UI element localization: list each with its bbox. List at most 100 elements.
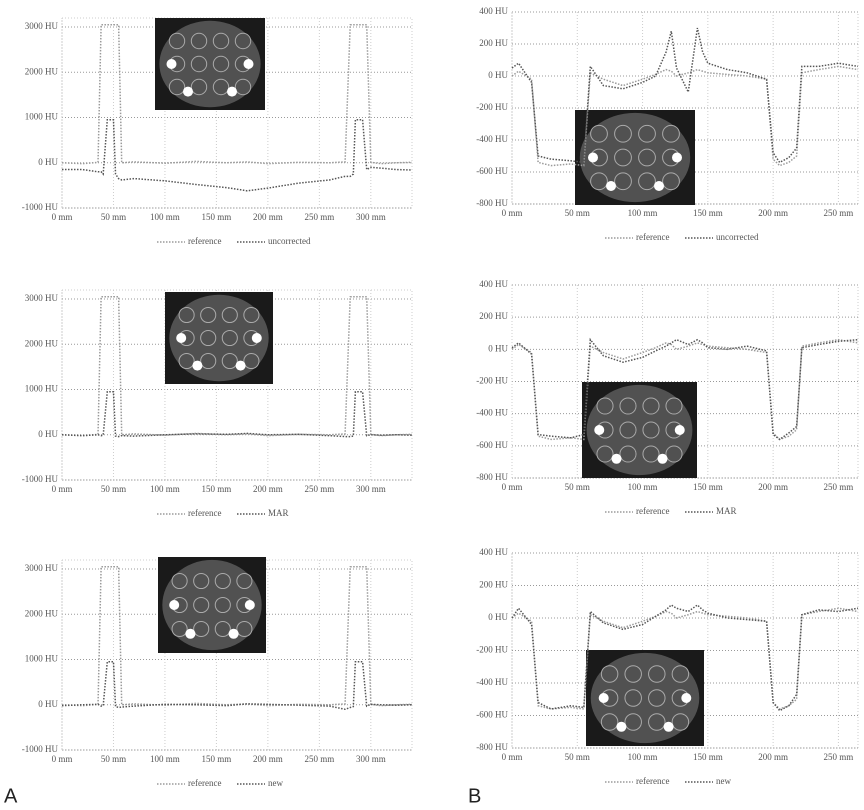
- x-tick-label: 100 mm: [628, 208, 658, 218]
- x-tick-label: 300 mm: [356, 754, 386, 764]
- y-tick-label: 1000 HU: [25, 654, 59, 664]
- y-tick-label: 0 HU: [38, 157, 58, 167]
- legend-label: reference: [636, 776, 669, 786]
- data-line: [62, 120, 412, 191]
- legend-label: reference: [188, 508, 221, 518]
- metal-insert: [252, 333, 262, 343]
- metal-insert: [616, 722, 626, 732]
- y-tick-label: 200 HU: [479, 38, 508, 48]
- x-tick-label: 100 mm: [628, 752, 658, 762]
- x-tick-label: 150 mm: [202, 484, 232, 494]
- y-tick-label: -200 HU: [476, 645, 508, 655]
- x-tick-label: 150 mm: [693, 482, 723, 492]
- x-tick-label: 100 mm: [628, 482, 658, 492]
- metal-insert: [244, 59, 254, 69]
- x-tick-label: 0 mm: [502, 208, 523, 218]
- metal-insert: [167, 59, 177, 69]
- x-tick-label: 50 mm: [565, 208, 590, 218]
- metal-insert: [664, 722, 674, 732]
- y-tick-label: -400 HU: [476, 134, 508, 144]
- y-tick-label: 3000 HU: [25, 293, 59, 303]
- x-tick-label: 250 mm: [304, 212, 334, 222]
- metal-insert: [681, 693, 691, 703]
- metal-insert: [192, 361, 202, 371]
- panel-label: B: [468, 785, 481, 807]
- y-tick-label: -200 HU: [476, 376, 508, 386]
- y-tick-label: 3000 HU: [25, 563, 59, 573]
- x-tick-label: 250 mm: [824, 482, 854, 492]
- x-tick-label: 250 mm: [824, 208, 854, 218]
- y-tick-label: 400 HU: [479, 547, 508, 557]
- x-tick-label: 50 mm: [101, 484, 126, 494]
- x-tick-label: 200 mm: [253, 754, 283, 764]
- metal-insert: [183, 87, 193, 97]
- metal-insert: [229, 629, 239, 639]
- x-tick-label: 50 mm: [101, 212, 126, 222]
- metal-insert: [606, 181, 616, 191]
- y-tick-label: 0 HU: [488, 343, 508, 353]
- metal-insert: [245, 600, 255, 610]
- metal-insert: [236, 361, 246, 371]
- metal-insert: [672, 153, 682, 163]
- x-tick-label: 300 mm: [356, 212, 386, 222]
- y-tick-label: 200 HU: [479, 580, 508, 590]
- metal-insert: [654, 181, 664, 191]
- y-tick-label: 0 HU: [488, 612, 508, 622]
- y-tick-label: -600 HU: [476, 440, 508, 450]
- metal-insert: [169, 600, 179, 610]
- x-tick-label: 150 mm: [202, 212, 232, 222]
- phantom-image: [582, 382, 697, 478]
- x-tick-label: 50 mm: [101, 754, 126, 764]
- figure: A B -1000 HU 0 HU 1000 HU 2000 HU 3000 HU 0 m…: [0, 0, 864, 810]
- x-tick-label: 0 mm: [502, 482, 523, 492]
- x-tick-label: 0 mm: [52, 484, 73, 494]
- y-tick-label: 1000 HU: [25, 112, 59, 122]
- y-tick-label: -800 HU: [476, 198, 508, 208]
- legend-label: new: [716, 776, 731, 786]
- y-tick-label: 0 HU: [38, 429, 58, 439]
- x-tick-label: 200 mm: [253, 484, 283, 494]
- x-tick-label: 150 mm: [693, 752, 723, 762]
- y-tick-label: -1000 HU: [22, 202, 59, 212]
- x-tick-label: 0 mm: [502, 752, 523, 762]
- y-tick-label: -800 HU: [476, 472, 508, 482]
- legend-label: MAR: [716, 506, 737, 516]
- y-tick-label: -1000 HU: [22, 744, 59, 754]
- data-line: [62, 662, 412, 710]
- phantom-image: [158, 557, 266, 653]
- y-tick-label: 2000 HU: [25, 66, 59, 76]
- metal-insert: [599, 693, 609, 703]
- phantom-image: [575, 110, 695, 205]
- panel-label: A: [4, 785, 18, 807]
- y-tick-label: -400 HU: [476, 677, 508, 687]
- legend-label: new: [268, 778, 283, 788]
- y-tick-label: 3000 HU: [25, 21, 59, 31]
- legend-label: MAR: [268, 508, 289, 518]
- legend-label: reference: [636, 232, 669, 242]
- x-tick-label: 50 mm: [565, 752, 590, 762]
- y-tick-label: 2000 HU: [25, 608, 59, 618]
- x-tick-label: 100 mm: [150, 212, 180, 222]
- x-tick-label: 200 mm: [758, 208, 788, 218]
- y-tick-label: 400 HU: [479, 279, 508, 289]
- metal-insert: [588, 153, 598, 163]
- phantom-image: [165, 292, 273, 384]
- legend-label: reference: [188, 236, 221, 246]
- data-line: [62, 392, 412, 437]
- y-tick-label: -800 HU: [476, 742, 508, 752]
- y-tick-label: 200 HU: [479, 311, 508, 321]
- legend-label: reference: [188, 778, 221, 788]
- y-tick-label: -600 HU: [476, 166, 508, 176]
- metal-insert: [594, 425, 604, 435]
- y-tick-label: -600 HU: [476, 710, 508, 720]
- x-tick-label: 200 mm: [253, 212, 283, 222]
- x-tick-label: 250 mm: [824, 752, 854, 762]
- y-tick-label: 2000 HU: [25, 338, 59, 348]
- x-tick-label: 0 mm: [52, 754, 73, 764]
- metal-insert: [675, 425, 685, 435]
- x-tick-label: 100 mm: [150, 484, 180, 494]
- x-tick-label: 300 mm: [356, 484, 386, 494]
- x-tick-label: 150 mm: [693, 208, 723, 218]
- x-tick-label: 250 mm: [304, 754, 334, 764]
- y-tick-label: 1000 HU: [25, 384, 59, 394]
